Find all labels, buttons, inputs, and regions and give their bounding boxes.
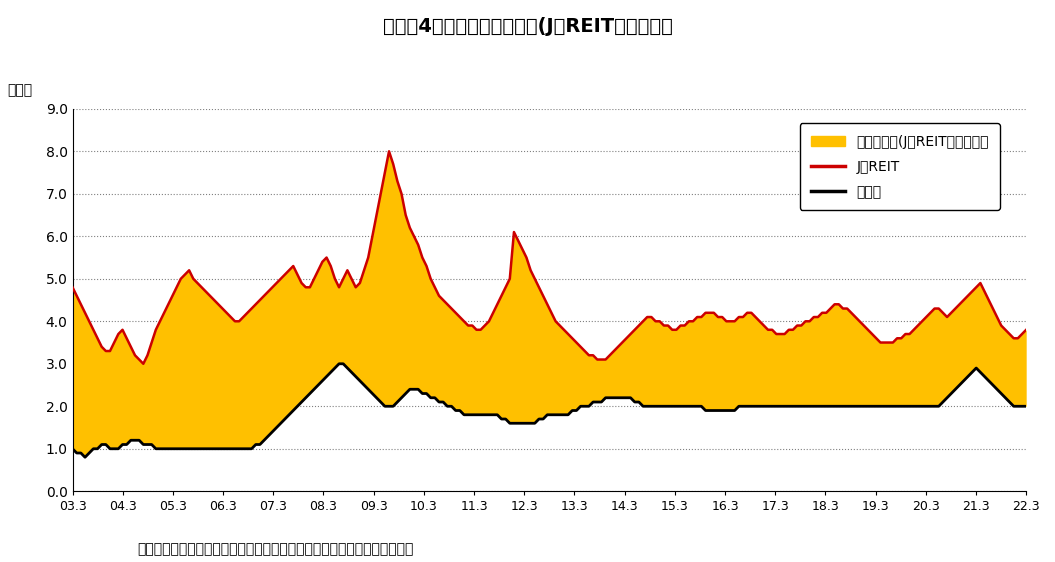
Y-axis label: （％）: （％） bbox=[7, 83, 33, 97]
Legend: 利回り格差(J－REIT－国内株）, J－REIT, 国内株: 利回り格差(J－REIT－国内株）, J－REIT, 国内株 bbox=[800, 124, 1000, 210]
Text: （出所）東京証券取引所のデータなどをもとにニッセイ基礎研究所が作成: （出所）東京証券取引所のデータなどをもとにニッセイ基礎研究所が作成 bbox=[137, 542, 414, 556]
Text: 図表－4　配当利回りの推移(J－REIT、国内株）: 図表－4 配当利回りの推移(J－REIT、国内株） bbox=[383, 17, 672, 36]
